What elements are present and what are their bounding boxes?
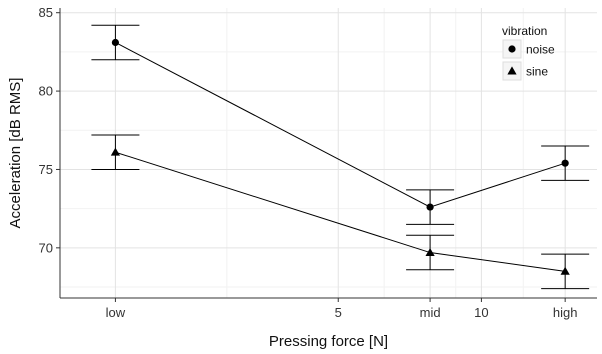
x-tick-label: high (553, 305, 578, 320)
legend-marker-noise (508, 45, 516, 53)
x-axis-title: Pressing force [N] (269, 333, 388, 350)
x-tick-label: low (106, 305, 126, 320)
data-point-sine (110, 147, 121, 156)
legend-label-noise: noise (526, 43, 555, 57)
x-tick-label: 5 (335, 305, 342, 320)
legend-title: vibration (502, 24, 547, 38)
data-point-sine (560, 266, 570, 275)
axes (56, 8, 597, 302)
data-point-noise (426, 203, 434, 211)
y-tick-label: 70 (39, 240, 53, 255)
markers (110, 38, 570, 275)
data-point-noise (111, 38, 120, 47)
y-tick-label: 80 (39, 84, 53, 99)
x-tick-label: mid (420, 305, 441, 320)
data-point-sine (425, 247, 435, 256)
x-tick-label: 10 (474, 305, 488, 320)
legend-items: noise sine (502, 39, 555, 81)
legend-label-sine: sine (526, 65, 548, 79)
y-tick-label: 75 (39, 162, 53, 177)
legend-marker-sine (507, 66, 517, 75)
y-axis-title: Acceleration [dB RMS] (7, 78, 24, 229)
grid (60, 8, 597, 298)
tick-labels: 70 75 80 85 low 5 mid 10 high (39, 5, 578, 320)
data-point-noise (561, 159, 569, 167)
legend: vibration noise sine (502, 24, 555, 81)
y-tick-label: 85 (39, 5, 53, 20)
